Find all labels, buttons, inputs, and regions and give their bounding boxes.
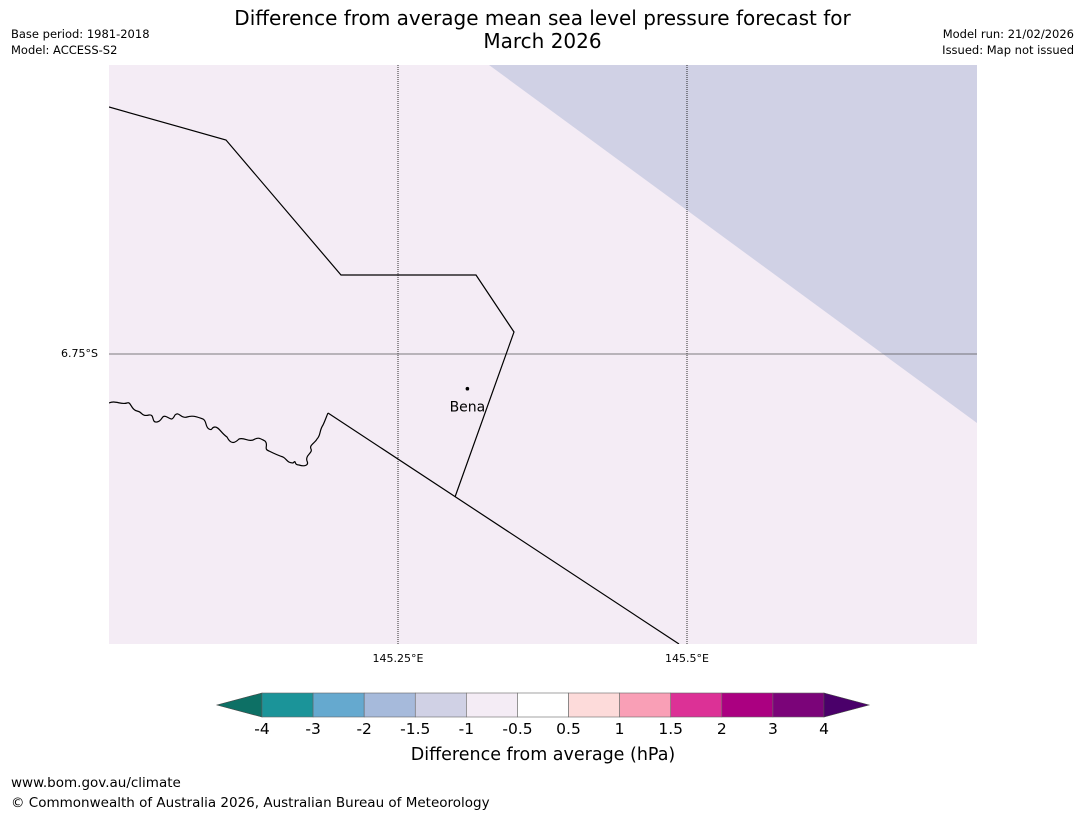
colorbar-swatch	[414, 692, 467, 718]
colorbar-tick-label: -0.5	[502, 720, 533, 738]
place-label-bena: Bena	[450, 400, 486, 416]
colorbar-swatch	[568, 692, 620, 718]
colorbar-tick-label: -4	[254, 720, 270, 738]
meta-left: Base period: 1981-2018 Model: ACCESS-S2	[11, 26, 150, 58]
model-run: Model run: 21/02/2026	[942, 27, 1074, 41]
colorbar-swatch	[363, 692, 416, 718]
colorbar-swatch	[312, 692, 365, 718]
colorbar-tick-label: -1.5	[400, 720, 431, 738]
colorbar-swatch	[772, 692, 825, 718]
colorbar-swatch	[517, 692, 569, 718]
colorbar-tick-label: 0.5	[556, 720, 581, 738]
province-boundary-south	[327, 412, 680, 644]
colorbar-tick-label: 2	[716, 720, 727, 738]
colorbar-tick-label: 3	[767, 720, 778, 738]
map-area: Bena	[109, 65, 977, 644]
colorbar-swatch	[261, 692, 314, 718]
colorbar-swatch	[721, 692, 774, 718]
colorbar-tick-label: -2	[356, 720, 372, 738]
colorbar-title: Difference from average (hPa)	[410, 745, 676, 765]
colorbar-tick-label: 1	[614, 720, 625, 738]
lon-label-145-5: 145.5°E	[665, 652, 709, 665]
province-boundary	[109, 106, 515, 498]
footer-copyright: © Commonwealth of Australia 2026, Austra…	[11, 795, 490, 811]
colorbar-swatch	[619, 692, 672, 718]
colorbar-swatch	[466, 692, 518, 718]
colorbar-tick-label: 1.5	[658, 720, 684, 738]
colorbar-extend-low	[215, 692, 263, 718]
colorbar-extend-high	[823, 692, 871, 718]
base-period: Base period: 1981-2018	[11, 27, 150, 41]
colorbar-tick-label: -3	[305, 720, 321, 738]
issued-status: Issued: Map not issued	[942, 43, 1074, 57]
chart-title: Difference from average mean sea level p…	[200, 7, 885, 53]
place-marker-bena	[465, 386, 470, 391]
footer-url[interactable]: www.bom.gov.au/climate	[11, 775, 181, 791]
colorbar-tick-label: 4	[819, 720, 829, 738]
lon-label-145-25: 145.25°E	[372, 652, 424, 665]
colorbar-tick-label: -1	[458, 720, 475, 738]
title-line-1: Difference from average mean sea level p…	[234, 6, 851, 30]
model-name: Model: ACCESS-S2	[11, 43, 118, 57]
lat-label: 6.75°S	[61, 347, 98, 360]
colorbar-swatch	[670, 692, 723, 718]
colorbar-swatches	[215, 692, 871, 718]
pressure-anomaly-region	[489, 65, 977, 423]
coastline	[109, 401, 329, 467]
meta-right: Model run: 21/02/2026 Issued: Map not is…	[942, 26, 1074, 58]
title-line-2: March 2026	[483, 29, 602, 53]
